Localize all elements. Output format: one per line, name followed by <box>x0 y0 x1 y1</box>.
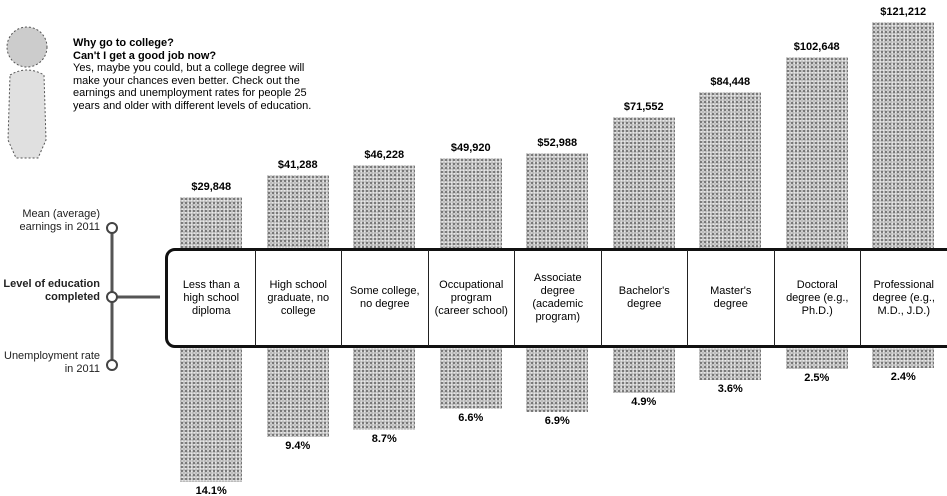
value-label: $29,848 <box>166 181 256 193</box>
node <box>107 360 117 370</box>
intro: Why go to college? Can't I get a good jo… <box>73 37 333 112</box>
unemployment-bar <box>440 345 502 409</box>
title: Why go to college? <box>73 37 333 50</box>
unemployment-bar <box>526 345 588 412</box>
category-label: Less than a high school diploma <box>168 250 255 346</box>
category-label: Some college, no degree <box>341 250 428 346</box>
category-label: Associate degree (academic program) <box>514 250 601 346</box>
category-label: High school graduate, no college <box>255 250 342 346</box>
value-label: 6.9% <box>512 415 602 427</box>
value-label: $102,648 <box>772 41 862 53</box>
unemployment-bar <box>699 345 761 380</box>
value-label: $41,288 <box>253 159 343 171</box>
node <box>107 292 117 302</box>
earnings-bar <box>267 175 329 254</box>
earnings-bar <box>440 158 502 254</box>
unemployment-bar <box>180 345 242 482</box>
unemployment-bar <box>872 345 934 368</box>
earnings-bar <box>180 197 242 254</box>
earnings-bar <box>872 22 934 254</box>
value-label: 3.6% <box>685 383 775 395</box>
series-label: Unemployment rate in 2011 <box>0 350 100 376</box>
earnings-bar <box>613 117 675 254</box>
earnings-bar <box>786 57 848 254</box>
value-label: 2.5% <box>772 372 862 384</box>
category-label: Bachelor's degree <box>601 250 688 346</box>
earnings-bar <box>353 165 415 254</box>
value-label: 9.4% <box>253 440 343 452</box>
category-label: Doctoral degree (e.g., Ph.D.) <box>774 250 861 346</box>
unemployment-bar <box>353 345 415 430</box>
person-head <box>7 27 47 67</box>
value-label: $71,552 <box>599 101 689 113</box>
series-label: Mean (average) earnings in 2011 <box>0 208 100 234</box>
value-label: 2.4% <box>858 371 947 383</box>
value-label: $84,448 <box>685 76 775 88</box>
intro-text: Yes, maybe you could, but a college degr… <box>73 62 333 112</box>
earnings-bar <box>526 153 588 254</box>
value-label: 6.6% <box>426 412 516 424</box>
page: Why go to college? Can't I get a good jo… <box>0 0 947 496</box>
category-label: Professional degree (e.g., M.D., J.D.) <box>860 250 947 346</box>
subtitle: Can't I get a good job now? <box>73 50 333 63</box>
category-label: Occupational program (career school) <box>428 250 515 346</box>
band-label: Level of education completed <box>0 278 100 304</box>
unemployment-bar <box>613 345 675 393</box>
person-body <box>8 70 46 158</box>
value-label: $49,920 <box>426 142 516 154</box>
category-label: Master's degree <box>687 250 774 346</box>
earnings-bar <box>699 92 761 254</box>
value-label: $52,988 <box>512 137 602 149</box>
value-label: 14.1% <box>166 485 256 496</box>
value-label: 4.9% <box>599 396 689 408</box>
unemployment-bar <box>786 345 848 369</box>
unemployment-bar <box>267 345 329 437</box>
node <box>107 223 117 233</box>
value-label: $121,212 <box>858 6 947 18</box>
value-label: 8.7% <box>339 433 429 445</box>
value-label: $46,228 <box>339 149 429 161</box>
